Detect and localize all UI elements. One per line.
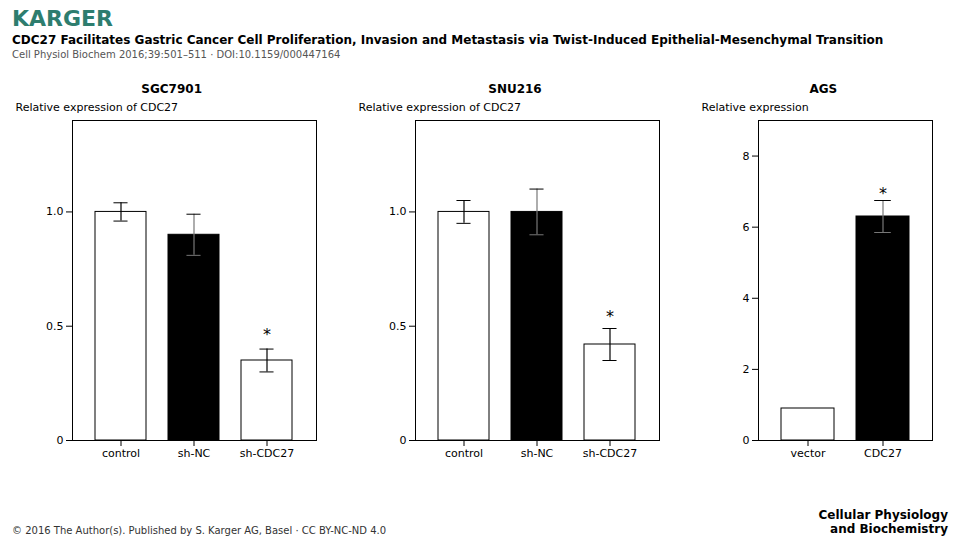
svg-text:Relative expression of CDC27: Relative expression of CDC27 [358,101,521,114]
svg-text:0.5: 0.5 [389,320,407,333]
svg-text:*: * [263,325,271,344]
html-text:CDC27 Facilitates Gastric Canc: CDC27 Facilitates Gastric Cancer Cell Pr… [12,33,884,47]
html-text:Cell Physiol Biochem 2016;39:5: Cell Physiol Biochem 2016;39:501–511 · D… [12,49,341,60]
html-text:© 2016 The Author(s). Publishe: © 2016 The Author(s). Published by S. Ka… [12,525,387,536]
svg-text:8: 8 [743,150,750,163]
html-text:and Biochemistry: and Biochemistry [830,522,948,536]
svg-text:sh-CDC27: sh-CDC27 [583,447,638,460]
svg-text:*: * [606,307,614,326]
svg-text:1.0: 1.0 [389,205,407,218]
svg-text:6: 6 [743,221,750,234]
svg-text:sh-CDC27: sh-CDC27 [239,447,294,460]
svg-text:vector: vector [791,447,826,460]
svg-text:0: 0 [399,434,406,447]
svg-text:0: 0 [743,434,750,447]
html-text:Cellular Physiology: Cellular Physiology [818,508,948,522]
svg-text:0.5: 0.5 [46,320,64,333]
svg-text:sh-NC: sh-NC [177,447,210,460]
svg-text:4: 4 [743,292,750,305]
html-text:AGS: AGS [809,82,838,96]
html-text:SNU216: SNU216 [488,82,542,96]
svg-text:2: 2 [743,363,750,376]
svg-text:0: 0 [56,434,63,447]
svg-text:CDC27: CDC27 [864,447,902,460]
svg-text:control: control [445,447,483,460]
svg-text:control: control [102,447,140,460]
svg-text:sh-NC: sh-NC [521,447,554,460]
svg-text:Relative expression of CDC27: Relative expression of CDC27 [15,101,178,114]
html-text:SGC7901: SGC7901 [141,82,202,96]
html-text:KARGER: KARGER [12,6,113,31]
svg-text:*: * [879,184,887,203]
svg-text:Relative expression: Relative expression [702,101,809,114]
svg-text:1.0: 1.0 [46,205,64,218]
